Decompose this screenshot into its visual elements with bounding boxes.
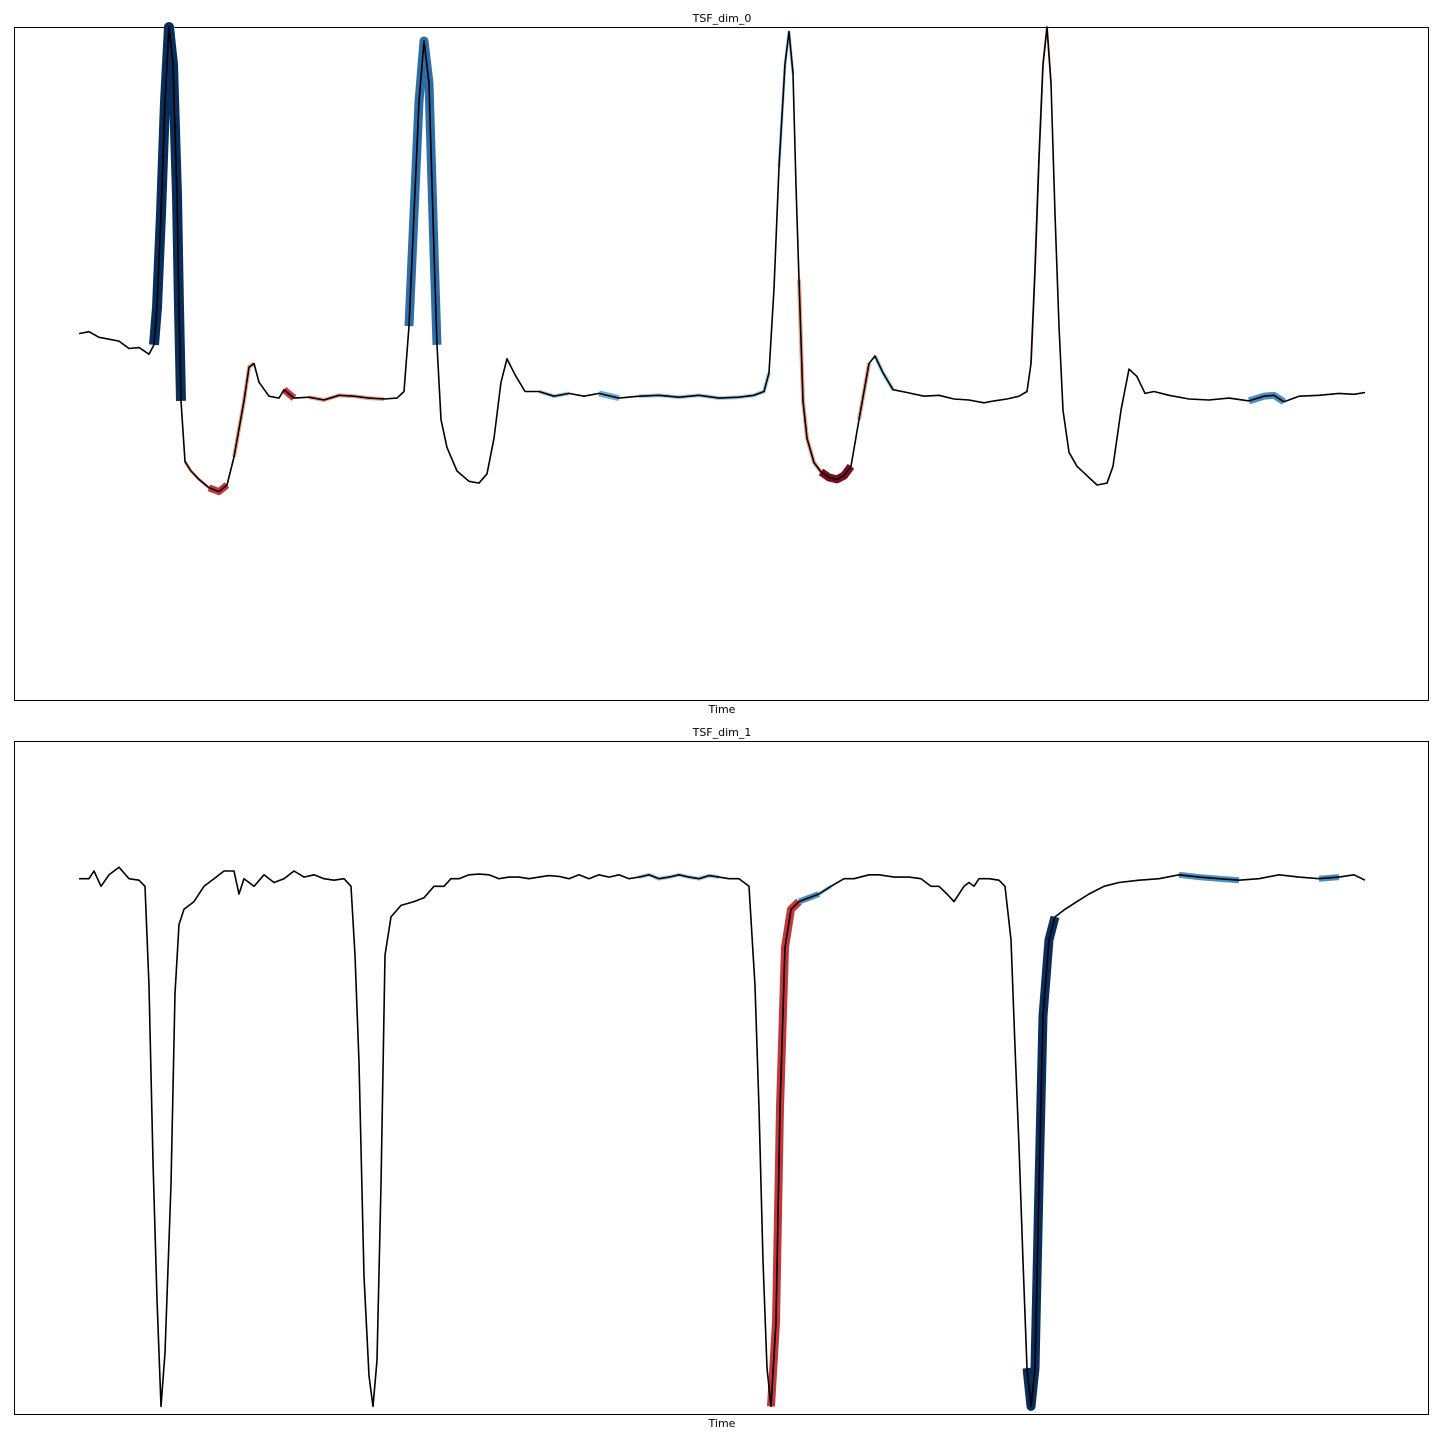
- series-layer: [78, 22, 1366, 496]
- highlight-segment-10: [638, 372, 771, 401]
- x-axis-label: Time: [708, 703, 736, 716]
- series-layer: [79, 866, 1366, 1411]
- chart-panel-dim-0: TSF_dim_0 Time: [14, 12, 1429, 716]
- x-axis-label: Time: [708, 1417, 736, 1430]
- chart-title: TSF_dim_0: [692, 12, 752, 25]
- plot-frame: [14, 741, 1429, 1415]
- highlight-segment-4: [1022, 915, 1060, 1411]
- signal-line: [78, 26, 1366, 493]
- highlight-segment-16: [1030, 26, 1052, 364]
- signal-line: [79, 866, 1366, 1408]
- plot-frame: [14, 27, 1429, 701]
- chart-panel-dim-1: TSF_dim_1 Time: [14, 726, 1429, 1430]
- chart-title: TSF_dim_1: [692, 726, 752, 739]
